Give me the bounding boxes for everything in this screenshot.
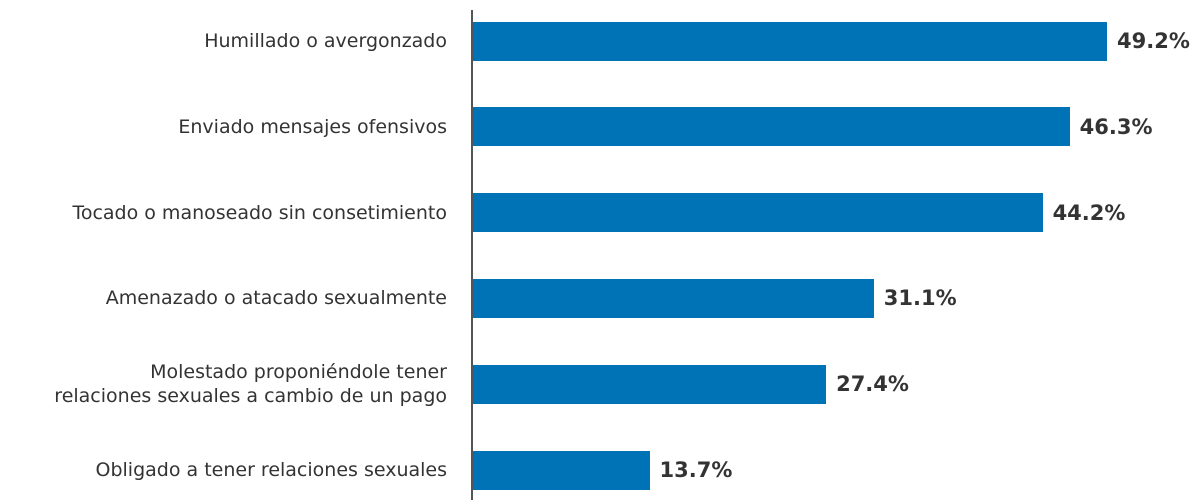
bar (473, 193, 1043, 233)
bar (473, 21, 1107, 61)
bar (473, 278, 874, 318)
value-label: 31.1% (883, 286, 957, 311)
value-label: 46.3% (1079, 114, 1153, 139)
axis-line (471, 10, 473, 500)
category-label: Tocado o manoseado sin consetimiento (72, 201, 447, 224)
category-label: Humillado o avergonzado (204, 30, 447, 52)
value-label: 44.2% (1052, 200, 1126, 225)
category-label: Amenazado o atacado sexualmente (105, 287, 447, 310)
value-label: 49.2% (1117, 29, 1190, 53)
category-label: Molestado proponiéndole tener relaciones… (54, 361, 447, 408)
bar (473, 450, 650, 490)
category-label: Obligado a tener relaciones sexuales (95, 459, 447, 481)
bar (473, 107, 1070, 147)
value-label: 13.7% (659, 458, 733, 482)
bar (473, 364, 827, 404)
category-label: Enviado mensajes ofensivos (178, 115, 447, 138)
value-label: 27.4% (836, 372, 909, 397)
